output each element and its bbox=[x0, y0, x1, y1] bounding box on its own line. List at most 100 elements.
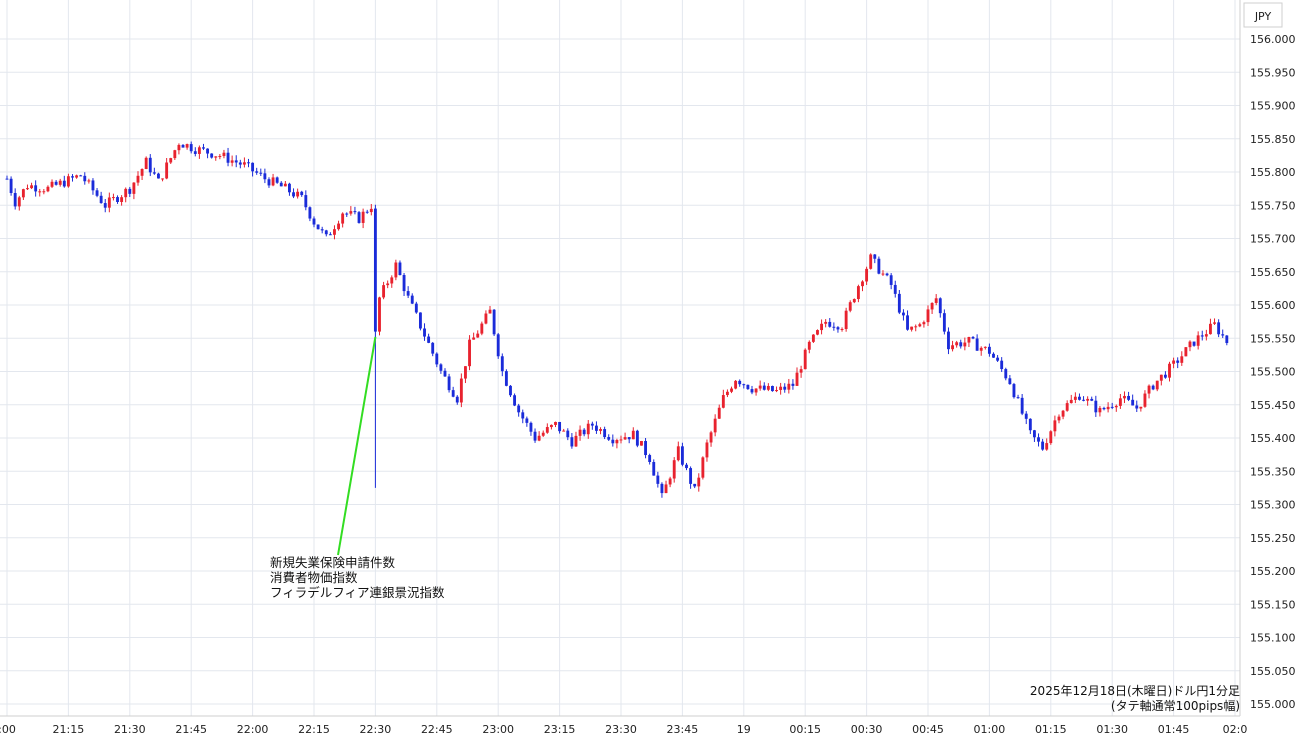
annotation-pointer-line bbox=[337, 336, 377, 556]
candle-body bbox=[672, 460, 676, 479]
candle-body bbox=[877, 258, 881, 274]
candle-body bbox=[771, 385, 774, 392]
candle-body bbox=[386, 283, 390, 286]
candle-body bbox=[926, 309, 930, 323]
candle-body bbox=[889, 275, 893, 285]
candle-body bbox=[566, 430, 570, 438]
candle-body bbox=[652, 462, 656, 476]
time-tick-label: :00 bbox=[0, 723, 16, 736]
candle-body bbox=[304, 195, 308, 208]
candle-body bbox=[627, 437, 631, 440]
candle-body bbox=[341, 213, 345, 224]
candle-body bbox=[721, 395, 725, 408]
candle-body bbox=[558, 421, 562, 432]
time-tick-label: 00:45 bbox=[912, 723, 944, 736]
candle-body bbox=[66, 176, 70, 187]
price-tick-label: 155.150 bbox=[1250, 598, 1296, 611]
candle-body bbox=[242, 162, 246, 165]
candle-body bbox=[1180, 356, 1184, 363]
price-tick-label: 155.950 bbox=[1250, 66, 1296, 79]
candle-body bbox=[312, 218, 316, 225]
candle-body bbox=[234, 160, 238, 163]
candle-body bbox=[623, 437, 627, 440]
candle-body bbox=[50, 181, 54, 187]
candle-body bbox=[181, 144, 185, 148]
time-tick-label: 22:15 bbox=[298, 723, 330, 736]
candle-body bbox=[574, 435, 578, 447]
price-tick-label: 155.350 bbox=[1250, 465, 1296, 478]
candle-body bbox=[934, 298, 938, 303]
candle-body bbox=[1094, 400, 1098, 413]
candle-body bbox=[1000, 360, 1004, 370]
candle-body bbox=[603, 429, 607, 438]
price-tick-label: 155.900 bbox=[1250, 100, 1296, 113]
candle-body bbox=[517, 405, 521, 413]
candle-body bbox=[9, 178, 13, 194]
candle-body bbox=[30, 185, 33, 189]
candle-body bbox=[578, 429, 582, 436]
candle-body bbox=[1041, 441, 1045, 450]
candle-body bbox=[1008, 378, 1012, 385]
time-tick-label: 02:0 bbox=[1223, 723, 1248, 736]
candle-body bbox=[840, 328, 844, 330]
candle-body bbox=[120, 197, 124, 203]
candle-body bbox=[902, 312, 905, 316]
price-tick-label: 155.050 bbox=[1250, 665, 1296, 678]
candle-body bbox=[844, 310, 848, 329]
time-tick-label: 22:45 bbox=[421, 723, 453, 736]
candle-body bbox=[21, 189, 25, 198]
candle-body bbox=[1032, 430, 1036, 438]
price-tick-label: 155.000 bbox=[1250, 698, 1296, 711]
candle-body bbox=[762, 385, 766, 390]
candle-body bbox=[447, 376, 451, 391]
price-tick-label: 155.550 bbox=[1250, 332, 1296, 345]
candle-body bbox=[967, 336, 971, 343]
candle-body bbox=[476, 333, 480, 338]
candle-body bbox=[951, 345, 954, 350]
candle-body bbox=[509, 385, 512, 396]
candle-body bbox=[635, 430, 639, 446]
candle-body bbox=[582, 429, 586, 435]
candle-body bbox=[987, 346, 991, 354]
candle-body bbox=[1106, 406, 1110, 410]
candle-body bbox=[492, 309, 496, 335]
candle-body bbox=[414, 303, 418, 313]
candle-body bbox=[910, 326, 914, 330]
candle-body bbox=[1172, 360, 1176, 364]
candle-body bbox=[599, 429, 602, 431]
candle-body bbox=[87, 180, 91, 182]
candle-body bbox=[1168, 363, 1171, 378]
candle-body bbox=[873, 254, 877, 259]
candle-body bbox=[914, 326, 918, 328]
candle-body bbox=[418, 312, 422, 329]
candle-body bbox=[406, 291, 410, 296]
candle-body bbox=[468, 339, 471, 367]
candle-body bbox=[337, 223, 340, 230]
time-tick-label: 21:30 bbox=[114, 723, 146, 736]
candle-body bbox=[730, 388, 733, 392]
candle-body bbox=[897, 293, 901, 313]
candle-body bbox=[402, 275, 406, 292]
candle-body bbox=[525, 418, 529, 423]
price-tick-label: 155.100 bbox=[1250, 632, 1296, 645]
candle-body bbox=[955, 342, 959, 346]
candle-body bbox=[983, 346, 987, 348]
candle-body bbox=[148, 157, 152, 173]
candle-body bbox=[619, 439, 623, 441]
candle-body bbox=[54, 181, 58, 185]
candle-body bbox=[128, 188, 132, 194]
candle-body bbox=[1192, 341, 1196, 346]
price-tick-label: 155.650 bbox=[1250, 266, 1296, 279]
candle-body bbox=[459, 378, 463, 403]
candle-body bbox=[906, 315, 909, 330]
candle-body bbox=[513, 395, 517, 406]
candle-body bbox=[210, 153, 214, 158]
price-tick-label: 155.300 bbox=[1250, 499, 1296, 512]
candle-body bbox=[316, 224, 320, 230]
candle-body bbox=[1225, 335, 1229, 344]
currency-box bbox=[1243, 2, 1283, 28]
time-tick-label: 01:45 bbox=[1158, 723, 1190, 736]
candle-body bbox=[942, 313, 946, 332]
price-tick-label: 155.200 bbox=[1250, 565, 1296, 578]
candle-body bbox=[275, 177, 279, 183]
